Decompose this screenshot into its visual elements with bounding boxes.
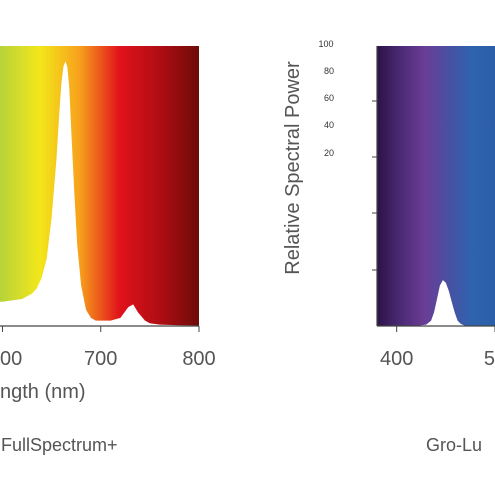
y-tick-labels: 100 80 60 40 20 <box>318 39 334 158</box>
spectrum-area <box>0 61 199 326</box>
x-tick-label: 800 <box>182 348 215 370</box>
y-tick-label: 40 <box>324 120 334 130</box>
spectrum-background <box>0 46 199 326</box>
x-axis-ticks: 00 700 800 <box>0 326 216 370</box>
x-tick-label: 50 <box>484 348 495 370</box>
y-tick-label: 80 <box>324 66 334 76</box>
y-axis-ticks <box>372 100 377 271</box>
y-tick-label: 60 <box>324 93 334 103</box>
x-axis-label: ngth (nm) <box>0 381 86 403</box>
x-tick-label: 00 <box>0 348 22 370</box>
spectrum-area <box>377 280 495 326</box>
chart-caption: Gro-Lu <box>426 435 482 455</box>
y-axis-label: Relative Spectral Power <box>282 61 304 275</box>
spectrum-background <box>377 46 495 326</box>
y-tick-label: 100 <box>318 39 333 49</box>
y-tick-label: 20 <box>324 148 334 158</box>
x-tick-label: 400 <box>380 348 413 370</box>
chart-gro-lux: 100 80 60 40 20 400 50 Relative Spectral … <box>282 39 495 455</box>
x-axis-ticks: 400 50 <box>380 326 495 370</box>
chart-fullspectrum: 00 700 800 ngth (nm) FullSpectrum+ <box>0 46 216 455</box>
chart-caption: FullSpectrum+ <box>1 435 118 455</box>
x-tick-label: 700 <box>84 348 117 370</box>
